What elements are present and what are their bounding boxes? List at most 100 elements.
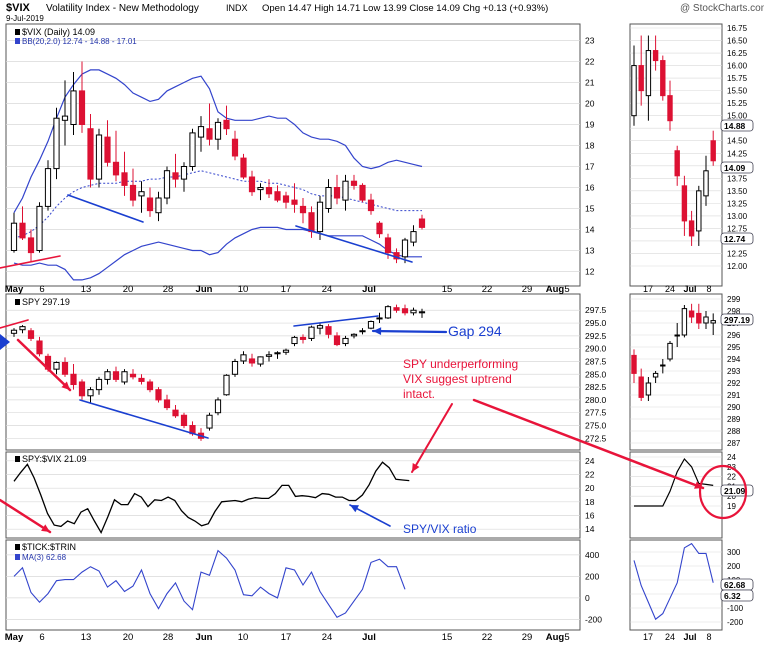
x-mid-label: 10 bbox=[238, 284, 249, 295]
x-main-label: 15 bbox=[442, 632, 453, 643]
ratio-note-arrow-head bbox=[350, 505, 359, 513]
spy-candle bbox=[291, 336, 298, 345]
header-watermark: @ StockCharts.com bbox=[680, 3, 764, 14]
vix-tick-label: 18 bbox=[585, 141, 595, 151]
mini-vix-tick-label: 12.00 bbox=[727, 262, 748, 271]
spy-candle bbox=[206, 414, 213, 429]
spy-legend-swatch bbox=[15, 299, 20, 305]
spy-candle bbox=[308, 326, 315, 339]
vix-bb-lower bbox=[13, 226, 422, 281]
spy-trendline-1 bbox=[79, 399, 209, 439]
mini-vix-candle bbox=[710, 140, 716, 162]
tick-trin-panel-frame bbox=[5, 539, 581, 631]
mini-vix-candle bbox=[652, 50, 659, 62]
mini-tick-tick-label: 200 bbox=[727, 562, 741, 571]
ratio-note: SPY/VIX ratio bbox=[403, 522, 477, 536]
mini-spy-tick-label: 293 bbox=[727, 367, 741, 376]
vix-candle bbox=[325, 187, 332, 209]
mini-spy-candle bbox=[638, 376, 644, 398]
annotations: Gap 294 SPY underperforming VIX suggest … bbox=[0, 194, 748, 536]
x-main-label: 6 bbox=[39, 632, 44, 643]
vix-tick-label: 17 bbox=[585, 162, 595, 172]
x-main-label: Aug bbox=[546, 632, 565, 643]
vix-tick-label: 22 bbox=[585, 57, 595, 67]
x-mid-label: 17 bbox=[281, 284, 292, 295]
spy-candle bbox=[367, 321, 375, 329]
mini-spy-candle bbox=[696, 312, 702, 324]
spy-red-arrow bbox=[16, 338, 72, 392]
mini-ratio-tick-label: 24 bbox=[727, 453, 736, 462]
mini-spy-tick-label: 299 bbox=[727, 295, 741, 304]
vix-candle bbox=[274, 191, 281, 201]
x-main-label: 17 bbox=[281, 632, 292, 643]
x-main-label: May bbox=[5, 632, 24, 643]
spy-candle bbox=[325, 326, 332, 335]
mini-x-label: Jul bbox=[683, 284, 696, 294]
mini-ratio-tag: 21.09 bbox=[724, 486, 746, 496]
mini-vix-tick-label: 12.25 bbox=[727, 249, 748, 258]
gap-arrow bbox=[371, 329, 448, 334]
vix-candle bbox=[129, 184, 137, 201]
vix-candle bbox=[401, 239, 409, 258]
vix-candle bbox=[112, 161, 120, 176]
spy-note-line-1: SPY underperforming bbox=[403, 357, 518, 371]
vix-candle bbox=[342, 180, 349, 201]
vix-candle bbox=[333, 187, 341, 199]
vix-candle bbox=[350, 180, 358, 186]
x-mid-label: 28 bbox=[163, 284, 174, 295]
spy-note-line-2: VIX suggest uptrend bbox=[403, 372, 512, 386]
mini-tick-line bbox=[633, 542, 714, 621]
spy-candle bbox=[274, 352, 281, 355]
mini-spy-candle bbox=[660, 364, 666, 367]
ratio-legend-swatch bbox=[15, 456, 20, 462]
spy-candle bbox=[282, 349, 290, 353]
spy-candle bbox=[112, 371, 120, 380]
x-main-label: 5 bbox=[564, 632, 569, 643]
ratio-tick-label: 20 bbox=[585, 483, 595, 493]
ratio-tick-label: 16 bbox=[585, 511, 595, 521]
spy-candle bbox=[53, 361, 60, 370]
vix-candle bbox=[248, 176, 256, 193]
mini-spy-tag: 297.19 bbox=[724, 315, 750, 325]
mini-vix-candle bbox=[688, 220, 695, 237]
mini-vix-candle bbox=[703, 170, 709, 197]
x-main-label: 28 bbox=[163, 632, 174, 643]
mini-tick-tick-label: -100 bbox=[727, 604, 744, 613]
vix-candle bbox=[223, 119, 230, 130]
spy-candle bbox=[10, 329, 18, 334]
x-mid-label: 29 bbox=[522, 284, 533, 295]
mini-vix-tick-label: 16.25 bbox=[727, 49, 748, 58]
mini-vix-tick-label: 15.50 bbox=[727, 87, 748, 96]
spy-candle bbox=[401, 308, 409, 314]
spy-red-arrow-head bbox=[61, 381, 70, 390]
spy-candle bbox=[359, 330, 366, 333]
x-main-label: Jun bbox=[196, 632, 213, 643]
mini-vix-candle bbox=[638, 65, 644, 92]
mini-x-axis: 17 24 Jul 8 17 24 Jul 8 bbox=[643, 284, 712, 642]
spy-note-line-3: intact. bbox=[403, 387, 435, 401]
mini-vix-tag-upper-box bbox=[720, 119, 754, 132]
spy-candle bbox=[19, 326, 26, 331]
mini-x-label: 17 bbox=[643, 632, 653, 642]
vix-candle bbox=[231, 138, 239, 157]
vix-candle bbox=[189, 132, 196, 167]
x-main-label: 20 bbox=[123, 632, 134, 643]
mini-vix-candle bbox=[674, 150, 680, 177]
vix-panel: 23 22 21 20 19 18 17 16 15 14 13 12 $VIX (Daily) 14… bbox=[5, 23, 595, 287]
x-mid-label: Jul bbox=[362, 284, 376, 295]
spy-note-arrow-head bbox=[412, 463, 420, 472]
spy-candle bbox=[155, 389, 162, 401]
spy-candle bbox=[410, 309, 417, 314]
spy-candle bbox=[95, 378, 103, 391]
tick-trin-panel: 400 200 0 -200 $TICK:$TRIN MA(3) 62.68 bbox=[5, 539, 602, 631]
tick-legend-2-swatch bbox=[15, 554, 20, 560]
mini-ratio-tick-label: 22 bbox=[727, 473, 736, 482]
mini-spy-candle bbox=[631, 354, 637, 374]
mini-spy-candle bbox=[652, 372, 659, 378]
vix-candle bbox=[282, 195, 290, 203]
mini-spy-tick-label: 298 bbox=[727, 307, 741, 316]
mini-spy-candle bbox=[681, 308, 688, 336]
x-mid-label: May bbox=[5, 284, 24, 295]
